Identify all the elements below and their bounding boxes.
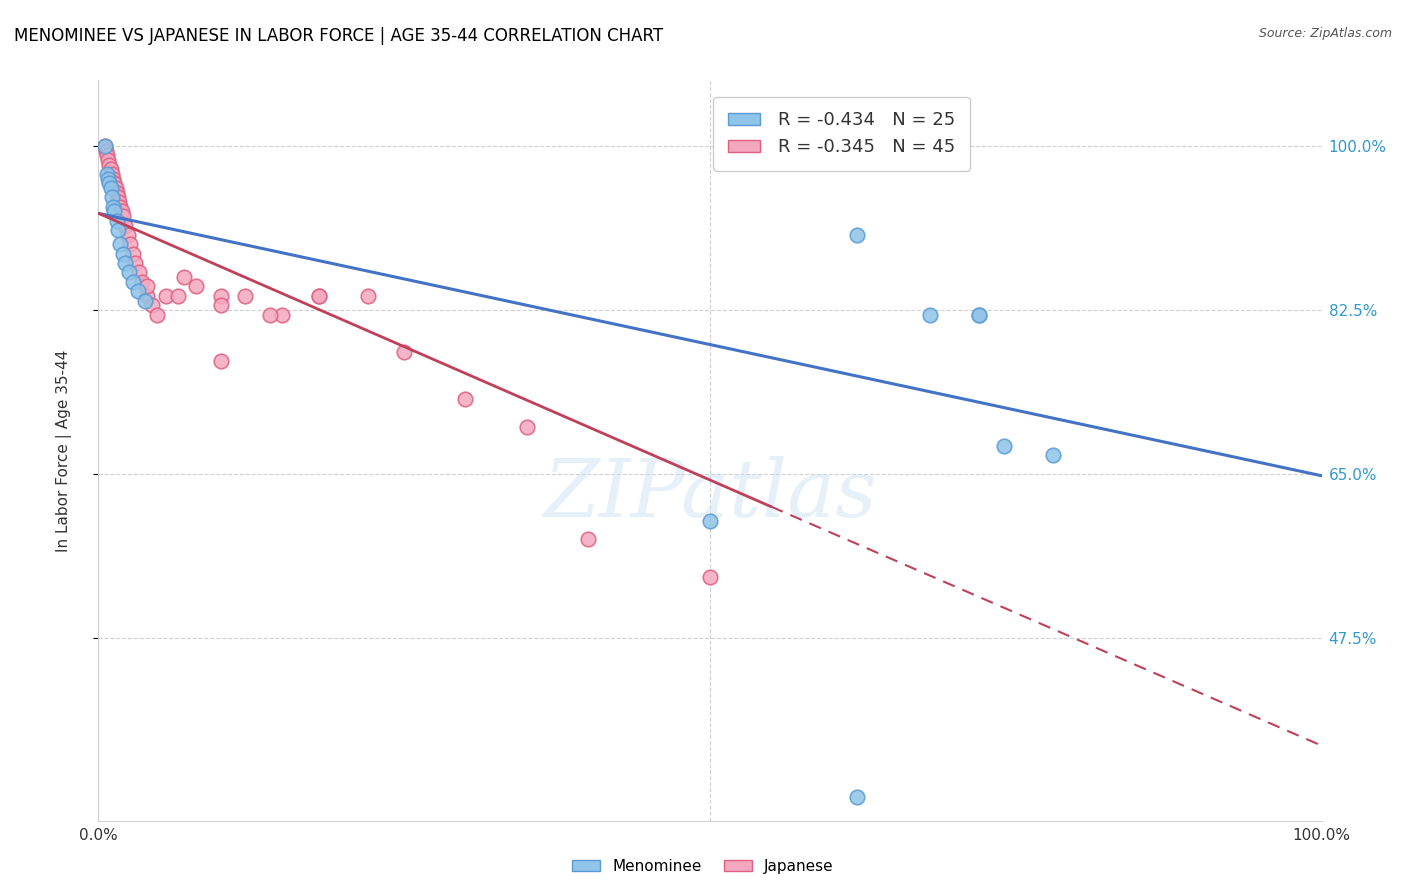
Y-axis label: In Labor Force | Age 35-44: In Labor Force | Age 35-44	[56, 350, 72, 551]
Point	[96, 167, 118, 181]
Point	[392, 345, 416, 359]
Point	[136, 279, 159, 293]
Point	[96, 148, 118, 162]
Point	[101, 167, 124, 181]
Point	[993, 439, 1015, 453]
Point	[131, 275, 153, 289]
Point	[110, 200, 132, 214]
Point	[454, 392, 477, 406]
Text: ZIPatlas: ZIPatlas	[543, 456, 877, 533]
Point	[699, 570, 721, 584]
Point	[124, 256, 146, 270]
Point	[515, 420, 537, 434]
Point	[136, 289, 159, 303]
Point	[93, 139, 115, 153]
Point	[967, 308, 990, 322]
Point	[111, 246, 134, 260]
Point	[155, 289, 177, 303]
Point	[114, 256, 136, 270]
Point	[121, 275, 143, 289]
Text: Source: ZipAtlas.com: Source: ZipAtlas.com	[1258, 27, 1392, 40]
Point	[141, 298, 163, 312]
Point	[101, 190, 124, 204]
Point	[308, 289, 330, 303]
Point	[110, 237, 132, 252]
Point	[259, 308, 281, 322]
Point	[97, 153, 120, 167]
Point	[107, 190, 129, 204]
Point	[270, 308, 294, 322]
Point	[845, 790, 868, 805]
Point	[98, 158, 121, 172]
Point	[108, 195, 131, 210]
Point	[167, 289, 190, 303]
Point	[120, 237, 142, 252]
Point	[101, 171, 124, 186]
Point	[356, 289, 378, 303]
Point	[105, 214, 128, 228]
Point	[127, 284, 149, 298]
Text: MENOMINEE VS JAPANESE IN LABOR FORCE | AGE 35-44 CORRELATION CHART: MENOMINEE VS JAPANESE IN LABOR FORCE | A…	[14, 27, 664, 45]
Point	[186, 279, 208, 293]
Point	[93, 139, 115, 153]
Point	[699, 514, 721, 528]
Legend: Menominee, Japanese: Menominee, Japanese	[567, 853, 839, 880]
Point	[146, 308, 169, 322]
Point	[134, 293, 156, 308]
Point	[1042, 448, 1064, 462]
Point	[94, 144, 117, 158]
Point	[101, 200, 124, 214]
Point	[209, 354, 232, 368]
Point	[111, 209, 134, 223]
Point	[209, 298, 232, 312]
Point	[967, 308, 990, 322]
Point	[576, 533, 599, 547]
Point	[111, 204, 134, 219]
Point	[308, 289, 330, 303]
Legend: R = -0.434   N = 25, R = -0.345   N = 45: R = -0.434 N = 25, R = -0.345 N = 45	[713, 96, 970, 170]
Point	[128, 265, 150, 279]
Point	[107, 223, 129, 237]
Point	[104, 181, 127, 195]
Point	[98, 177, 121, 191]
Point	[121, 246, 143, 260]
Point	[114, 219, 136, 233]
Point	[920, 308, 942, 322]
Point	[173, 270, 195, 285]
Point	[118, 265, 141, 279]
Point	[100, 181, 122, 195]
Point	[100, 162, 122, 177]
Point	[209, 289, 232, 303]
Point	[103, 177, 125, 191]
Point	[845, 227, 868, 242]
Point	[117, 227, 139, 242]
Point	[233, 289, 256, 303]
Point	[103, 204, 125, 219]
Point	[105, 186, 128, 200]
Point	[97, 171, 120, 186]
